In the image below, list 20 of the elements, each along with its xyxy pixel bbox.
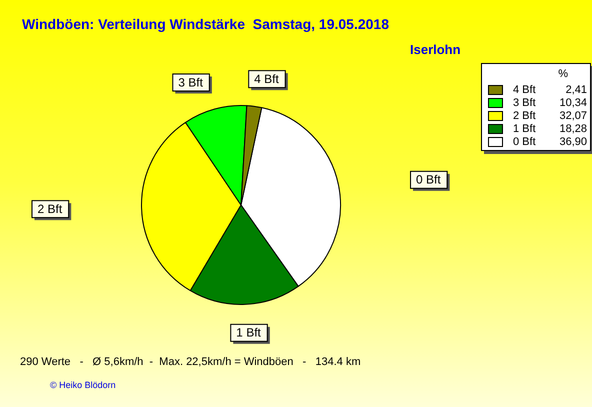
data-label: 32,07 [558, 110, 587, 122]
legend-label: 1 Bft [513, 122, 537, 134]
chart-subtitle: Iserlohn [410, 42, 461, 57]
legend-label: 0 Bft [513, 136, 537, 148]
text: 290 Werte - Ø 5,6km/h - Max. 22,5km/h = Windböen - 134.4 km [20, 356, 361, 368]
slice-label: 2 Bft [37, 202, 63, 216]
slice-label: 0 Bft [416, 172, 442, 187]
data-label: 2,41 [564, 84, 587, 96]
legend-title: % [557, 68, 569, 80]
slice-label: 4 Bft [254, 72, 280, 86]
legend-label: 2 Bft [513, 110, 537, 122]
data-label: 18,28 [558, 122, 587, 134]
legend-label: 3 Bft [513, 96, 537, 108]
data-label: 36,90 [558, 136, 587, 148]
slice-label: 1 Bft [236, 326, 262, 340]
chart-title: Windböen: Verteilung Windstärke Samstag, 19.05.2018 [22, 16, 389, 32]
text: © Heiko Blödorn [50, 380, 116, 390]
legend-label: 4 Bft [513, 84, 537, 96]
slice-label: 3 Bft [178, 75, 204, 90]
data-label: 10,34 [558, 96, 587, 108]
